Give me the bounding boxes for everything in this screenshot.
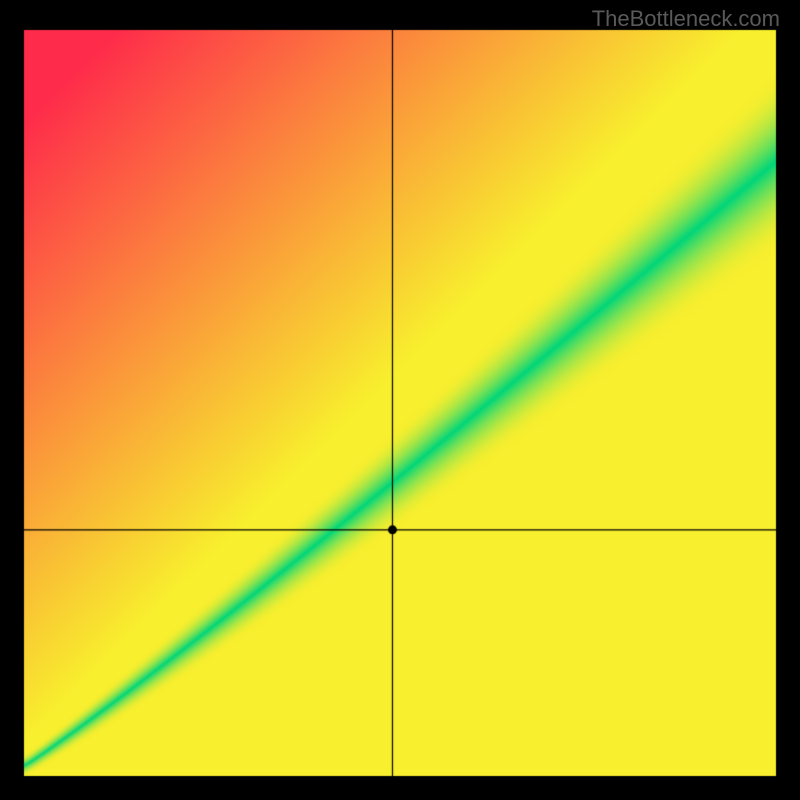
chart-container: TheBottleneck.com — [0, 0, 800, 800]
bottleneck-heatmap-canvas — [0, 0, 800, 800]
watermark-text: TheBottleneck.com — [592, 6, 780, 32]
